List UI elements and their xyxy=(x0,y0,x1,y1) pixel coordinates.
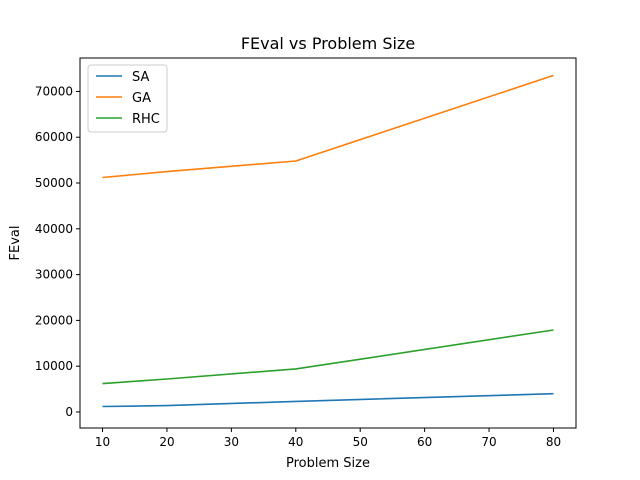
x-axis-label: Problem Size xyxy=(286,456,370,471)
y-tick-label: 50000 xyxy=(35,176,73,190)
y-tick-label: 30000 xyxy=(35,268,73,282)
legend-label-rhc: RHC xyxy=(132,112,160,127)
x-tick-label: 80 xyxy=(546,435,561,449)
legend-label-ga: GA xyxy=(132,91,151,106)
y-axis: 0 10000 20000 30000 40000 50000 60000 70000 xyxy=(35,84,80,419)
chart-title: FEval vs Problem Size xyxy=(241,34,415,53)
y-tick-label: 70000 xyxy=(35,84,73,98)
x-tick-label: 70 xyxy=(481,435,496,449)
y-axis-label: FEval xyxy=(8,226,23,261)
plot-area xyxy=(79,57,577,429)
axes-frame xyxy=(79,57,577,429)
legend-label-sa: SA xyxy=(132,70,149,85)
x-tick-label: 60 xyxy=(417,435,432,449)
legend-box xyxy=(87,64,168,133)
x-tick-label: 10 xyxy=(95,435,110,449)
x-tick-label: 30 xyxy=(224,435,239,449)
x-axis: 10 20 30 40 50 60 70 80 xyxy=(95,428,561,449)
x-tick-label: 40 xyxy=(288,435,303,449)
series-layer xyxy=(102,74,554,408)
series-line-rhc xyxy=(102,329,554,385)
y-tick-label: 40000 xyxy=(35,222,73,236)
y-tick-label: 20000 xyxy=(35,313,73,327)
y-tick-label: 60000 xyxy=(35,130,73,144)
legend: SA GA RHC xyxy=(87,64,168,133)
x-tick-label: 50 xyxy=(353,435,368,449)
y-tick-label: 0 xyxy=(65,405,73,419)
series-line-ga xyxy=(102,74,554,179)
y-tick-label: 10000 xyxy=(35,359,73,373)
x-tick-label: 20 xyxy=(159,435,174,449)
series-line-sa xyxy=(102,392,554,408)
